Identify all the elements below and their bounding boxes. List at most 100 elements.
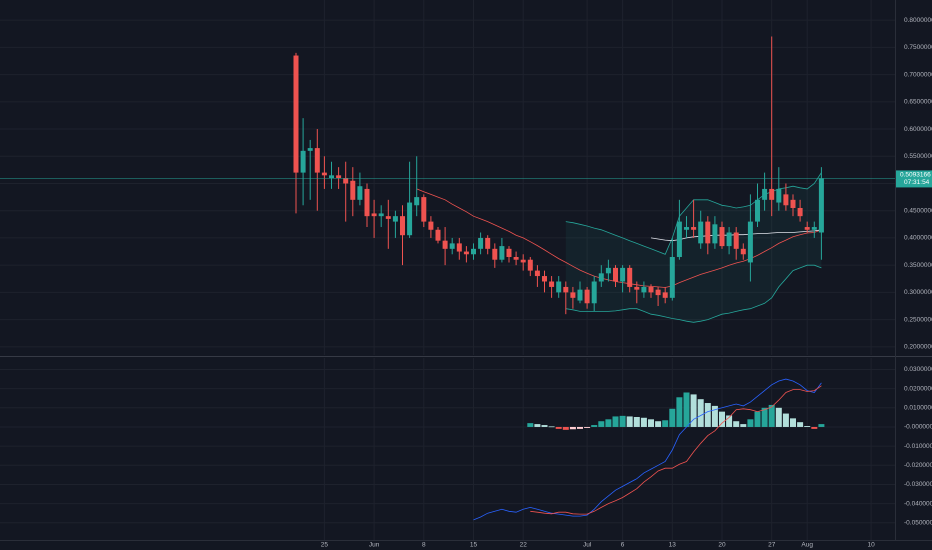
- y-tick-label: 0.80000000: [904, 17, 932, 24]
- histogram-bar: [577, 426, 583, 429]
- x-tick-label: 25: [321, 542, 329, 549]
- x-tick-label: Jul: [583, 542, 592, 549]
- y-tick-label: 0.25000000: [904, 316, 932, 323]
- candle-body: [421, 197, 427, 222]
- y-tick-label: 0.20000000: [904, 344, 932, 351]
- x-tick-label: 6: [621, 542, 625, 549]
- y-tick-label: -0.04000000: [904, 500, 932, 507]
- candle-body: [627, 267, 633, 287]
- y-tick-label: 0.70000000: [904, 71, 932, 78]
- candle-body: [350, 180, 356, 200]
- y-tick-label: -0.05000000: [904, 519, 932, 526]
- candle-body: [648, 286, 654, 293]
- x-tick-label: 22: [520, 542, 528, 549]
- candle-body: [655, 289, 661, 296]
- histogram-bar: [626, 416, 633, 427]
- candle-body: [740, 248, 746, 255]
- histogram-bar: [818, 424, 825, 427]
- histogram-bar: [662, 420, 669, 427]
- x-tick-label: 20: [718, 542, 726, 549]
- candle-body: [698, 221, 704, 244]
- candle-body: [818, 178, 824, 233]
- candle-body: [428, 221, 434, 230]
- histogram-bar: [534, 424, 541, 427]
- candle-body: [776, 188, 782, 203]
- histogram-bar: [569, 426, 576, 430]
- histogram-bar: [782, 413, 789, 427]
- candle-body: [797, 207, 803, 217]
- histogram-bar: [804, 426, 811, 427]
- candle-body: [811, 227, 817, 230]
- histogram-bar: [747, 419, 754, 427]
- price-tag-countdown: 07:31:54: [904, 179, 930, 186]
- candle-body: [534, 270, 540, 277]
- histogram-bar: [562, 426, 569, 430]
- candle-body: [527, 259, 533, 271]
- x-tick-label: 10: [867, 542, 875, 549]
- candle-body: [542, 276, 547, 282]
- candle-body: [577, 289, 583, 301]
- candle-body: [719, 227, 725, 247]
- y-tick-label: 0.35000000: [904, 262, 932, 269]
- histogram-bar: [676, 397, 683, 427]
- histogram-bar: [704, 403, 711, 427]
- candle-body: [520, 259, 526, 263]
- candle-body: [300, 150, 306, 173]
- candle-body: [456, 243, 462, 252]
- candle-body: [506, 248, 512, 257]
- y-tick-label: 0.02000000: [904, 385, 932, 392]
- candle-body: [449, 243, 455, 249]
- candle-body: [726, 232, 732, 247]
- histogram-bar: [541, 425, 548, 427]
- histogram-bar: [740, 424, 747, 427]
- y-tick-label: 0.60000000: [904, 126, 932, 133]
- y-tick-label: 0.75000000: [904, 44, 932, 51]
- histogram-bar: [598, 421, 605, 427]
- y-tick-label: 0.45000000: [904, 207, 932, 214]
- histogram-bar: [761, 407, 768, 427]
- x-tick-label: 15: [470, 542, 478, 549]
- y-tick-label: -0.02000000: [904, 462, 932, 469]
- histogram-bar: [584, 426, 591, 428]
- y-tick-label: 0.65000000: [904, 99, 932, 106]
- y-tick-label: -0.01000000: [904, 443, 932, 450]
- x-tick-label: 27: [768, 542, 776, 549]
- band-lower: [565, 264, 822, 323]
- candle-body: [563, 286, 569, 293]
- candle-body: [634, 286, 640, 290]
- histogram-bar: [527, 423, 534, 427]
- candle-body: [584, 289, 590, 304]
- histogram-bar: [697, 399, 704, 427]
- macd-line: [473, 378, 822, 521]
- candle-body: [307, 148, 313, 151]
- candle-body: [485, 237, 491, 249]
- candle-body: [556, 281, 562, 293]
- candle-body: [762, 188, 768, 200]
- x-tick-label: Jun: [369, 542, 380, 549]
- candle-body: [605, 267, 611, 274]
- y-tick-label: 0.30000000: [904, 289, 932, 296]
- histogram-bar: [797, 422, 804, 427]
- candle-body: [598, 273, 604, 282]
- candle-body: [676, 221, 682, 257]
- candle-body: [492, 248, 498, 260]
- candle-body: [549, 281, 555, 287]
- candle-body: [343, 178, 349, 184]
- candle-body: [769, 188, 775, 200]
- y-tick-label: 0.55000000: [904, 153, 932, 160]
- histogram-bar: [811, 426, 818, 429]
- candle-body: [442, 240, 448, 249]
- candle-body: [804, 227, 810, 230]
- histogram-bar: [790, 418, 796, 427]
- candle-body: [783, 194, 789, 206]
- histogram-bar: [683, 392, 690, 427]
- candle-body: [712, 224, 718, 244]
- histogram-bar: [690, 394, 697, 427]
- x-tick-label: 13: [669, 542, 677, 549]
- candle-body: [747, 221, 753, 263]
- candle-body: [414, 197, 420, 206]
- candle-body: [385, 216, 391, 219]
- candle-body: [378, 213, 384, 217]
